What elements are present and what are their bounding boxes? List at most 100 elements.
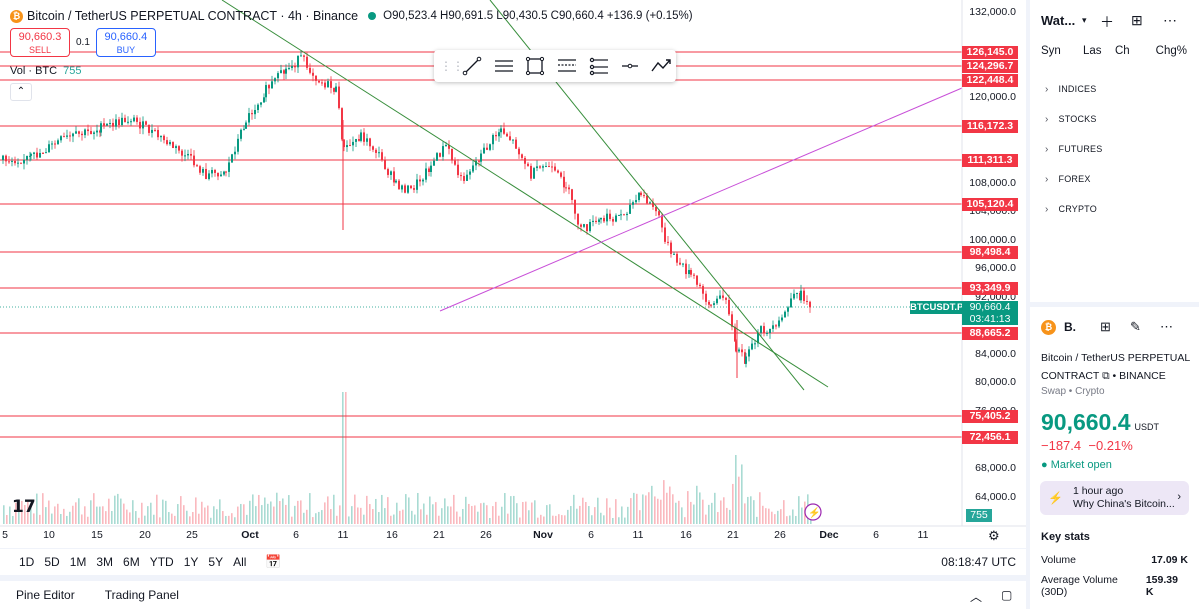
ray-icon[interactable] <box>617 52 645 80</box>
volume-bar <box>99 506 101 524</box>
volume-bar <box>387 497 389 524</box>
watchlist-group[interactable]: › INDICES <box>1030 74 1199 104</box>
news-title: Why China's Bitcoin... <box>1072 498 1175 510</box>
market-status-text: Market open <box>1050 459 1112 471</box>
advanced-view-icon[interactable]: ⊞ <box>1131 12 1143 28</box>
grid-icon[interactable]: ⊞ <box>1100 319 1111 334</box>
candle-body <box>442 146 444 157</box>
candle-body <box>475 160 477 166</box>
edit-icon[interactable]: ✎ <box>1130 319 1141 334</box>
range-button[interactable]: 3M <box>96 555 114 569</box>
chevron-right-icon: › <box>1177 491 1181 503</box>
collapse-legend-button[interactable]: ⌃ <box>10 83 32 101</box>
candle-body <box>175 146 177 148</box>
symbol-header[interactable]: ₿ Bitcoin / TetherUS PERPETUAL CONTRACT … <box>10 9 693 23</box>
candle-body <box>618 214 620 216</box>
column-symbol[interactable]: Syn <box>1041 45 1061 57</box>
candle-body <box>166 140 168 145</box>
range-button[interactable]: 1M <box>69 555 87 569</box>
gear-icon[interactable]: ⚙ <box>988 528 1000 543</box>
level-price-tag[interactable]: 75,405.2 <box>962 410 1018 423</box>
range-button[interactable]: All <box>233 555 247 569</box>
volume-bar <box>603 515 605 524</box>
calendar-icon[interactable]: 📅 <box>265 554 282 569</box>
level-price-tag[interactable]: 124,296.7 <box>962 60 1018 73</box>
details-symbol[interactable]: B. <box>1064 320 1076 334</box>
range-button[interactable]: 1Y <box>183 555 199 569</box>
volume-bar <box>354 494 356 524</box>
trend-line-icon[interactable] <box>458 52 486 80</box>
candle-body <box>84 129 86 136</box>
maximize-icon[interactable]: ▢ <box>1001 588 1013 602</box>
path-icon[interactable] <box>648 52 676 80</box>
watchlist-title[interactable]: Wat... <box>1041 12 1076 28</box>
range-button[interactable]: 5D <box>44 555 60 569</box>
volume-bar <box>195 497 197 524</box>
utc-clock[interactable]: 08:18:47 UTC <box>941 555 1016 569</box>
candle-body <box>265 85 267 98</box>
buy-button[interactable]: 90,660.4 BUY <box>95 28 156 57</box>
trend-line <box>221 0 829 388</box>
candle-body <box>702 286 704 294</box>
candle-body <box>57 140 59 145</box>
volume-bar <box>342 392 344 524</box>
chevron-down-icon[interactable]: ▾ <box>1082 15 1087 25</box>
watchlist-group[interactable]: › STOCKS <box>1030 104 1199 134</box>
sell-button[interactable]: 90,660.3 SELL <box>10 28 70 57</box>
parallel-lines-icon[interactable] <box>490 52 518 80</box>
level-price-tag[interactable]: 116,172.3 <box>962 120 1018 133</box>
volume-bar <box>555 515 557 524</box>
symbol-title[interactable]: Bitcoin / TetherUS PERPETUAL CONTRACT · … <box>27 9 359 23</box>
candle-body <box>539 166 541 168</box>
candle-body <box>254 110 256 115</box>
range-button[interactable]: 6M <box>123 555 140 569</box>
candle-body <box>193 155 195 166</box>
level-price-tag[interactable]: 111,311.3 <box>962 154 1018 167</box>
pine-editor-tab[interactable]: Pine Editor <box>16 588 75 602</box>
add-symbol-icon[interactable]: ＋ <box>1100 14 1114 30</box>
watchlist-group[interactable]: › FUTURES <box>1030 134 1199 164</box>
candle-body <box>728 299 730 315</box>
candle-body <box>54 143 56 145</box>
more-icon[interactable]: ⋯ <box>1160 319 1173 334</box>
volume-bar <box>570 506 572 524</box>
level-price-tag[interactable]: 88,665.2 <box>962 327 1018 340</box>
rectangle-icon[interactable] <box>521 52 549 80</box>
more-icon[interactable]: ⋯ <box>1163 12 1177 28</box>
level-price-tag[interactable]: 93,349.9 <box>962 282 1018 295</box>
price-chart[interactable]: 17 ⚡ ⚙ <box>0 0 1026 548</box>
fib-icon[interactable] <box>553 52 581 80</box>
volume-legend[interactable]: Vol · BTC 755 <box>10 65 81 77</box>
column-change-pct[interactable]: Chg% <box>1155 45 1187 57</box>
level-price-tag[interactable]: 72,456.1 <box>962 431 1018 444</box>
volume-bar <box>483 502 485 524</box>
external-link-icon[interactable]: ⧉ <box>1102 370 1110 382</box>
candle-body <box>211 169 213 174</box>
range-button[interactable]: 5Y <box>208 555 224 569</box>
chart-pane[interactable]: 17 ⚡ ⚙ ₿ Bitcoin / TetherUS PERPETUAL CONT… <box>0 0 1026 548</box>
trading-panel-tab[interactable]: Trading Panel <box>104 588 179 602</box>
level-price-tag[interactable]: 126,145.0 <box>962 46 1018 59</box>
drag-handle-icon[interactable]: ⋮⋮ <box>440 59 464 73</box>
range-button[interactable]: YTD <box>149 555 174 569</box>
column-last[interactable]: Las <box>1083 45 1102 57</box>
position-icon[interactable] <box>585 52 613 80</box>
watchlist-group[interactable]: › CRYPTO <box>1030 194 1199 224</box>
time-axis[interactable]: 5 10 15 20 25 Oct 6 11 16 21 26 Nov 6 11 16 21 26 Dec 6 11 <box>0 526 1026 546</box>
range-button[interactable]: 1D <box>19 555 35 569</box>
news-headline[interactable]: ⚡ 1 hour ago Why China's Bitcoin... › <box>1040 481 1189 515</box>
level-price-tag[interactable]: 105,120.4 <box>962 198 1018 211</box>
volume-bar <box>75 502 77 524</box>
chevron-up-icon[interactable]: ︿ <box>970 590 983 604</box>
volume-bar <box>546 505 548 524</box>
volume-bar <box>231 513 233 524</box>
volume-bar <box>633 492 635 524</box>
candle-body <box>410 185 412 189</box>
column-change[interactable]: Ch <box>1115 45 1130 57</box>
watchlist-group[interactable]: › FOREX <box>1030 164 1199 194</box>
candle-body <box>312 72 314 76</box>
level-price-tag[interactable]: 98,498.4 <box>962 246 1018 259</box>
level-price-tag[interactable]: 122,448.4 <box>962 74 1018 87</box>
exchange-name[interactable]: BINANCE <box>1119 370 1166 382</box>
candle-body <box>11 160 13 162</box>
